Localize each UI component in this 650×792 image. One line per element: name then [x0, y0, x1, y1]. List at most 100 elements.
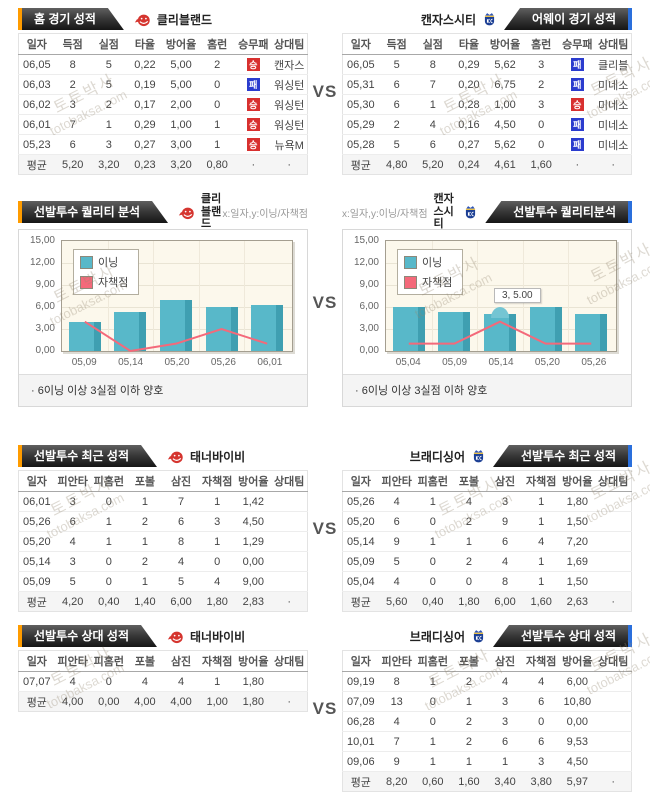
column-header: 일자	[342, 33, 379, 55]
team-name: 캔자스시티	[433, 193, 454, 231]
kansascity-logo-icon	[470, 628, 487, 645]
table-row: 05,29 2 4 0,16 4,50 0 패 미네소	[342, 114, 632, 135]
table-cell: 2	[199, 54, 236, 75]
table-cell	[595, 511, 632, 532]
table-cell: 평균	[18, 591, 55, 612]
column-header: 상대팀	[271, 33, 308, 55]
table-cell: 4	[523, 531, 560, 552]
table-cell: 1	[414, 671, 451, 692]
table-row: 06,05 8 5 0,22 5,00 2 승 캔자스	[18, 54, 308, 75]
legend-swatch	[404, 255, 417, 269]
team-name: 클리블랜드	[201, 193, 222, 231]
pitcher-name: 태너바이비	[190, 629, 246, 644]
column-header: 상대팀	[595, 650, 632, 672]
table-cell: 05,20	[342, 511, 379, 532]
table-cell: 1,42	[235, 491, 272, 512]
table-cell: 4	[523, 671, 560, 692]
table-row: 05,20 6 0 2 9 1 1,50	[342, 511, 632, 532]
column-header: 방어율	[235, 470, 272, 492]
recent-header-left: 선발투수 최근 성적 태너바이비	[18, 445, 308, 467]
table-cell: 05,14	[18, 551, 55, 572]
gridline	[568, 241, 570, 351]
table-cell: ·	[595, 591, 632, 612]
section-title-banner: 선발투수 상대 성적	[493, 625, 628, 647]
table-row: 05,26 4 1 4 3 1 1,80	[342, 491, 632, 512]
table-cell	[271, 571, 308, 592]
table-cell: 8	[378, 671, 415, 692]
table-cell: 9	[487, 511, 524, 532]
column-header: 일자	[342, 470, 379, 492]
vs-label: VS	[312, 518, 338, 538]
legend-swatch	[80, 275, 93, 289]
table-row: 06,05 5 8 0,29 5,62 3 패 클리블	[342, 54, 632, 75]
table-cell: 3	[523, 54, 560, 75]
table-cell: 승	[559, 94, 596, 115]
hover-marker	[491, 307, 509, 319]
table-cell	[271, 511, 308, 532]
table-cell: ·	[235, 154, 272, 175]
table-cell: 0,23	[126, 154, 163, 175]
table-cell: 0	[523, 711, 560, 732]
table-cell: 1	[126, 531, 163, 552]
table-cell: 워싱턴	[271, 114, 308, 135]
table-cell: 05,28	[342, 134, 379, 155]
average-row: 평균 4,80 5,20 0,24 4,61 1,60 · ·	[342, 154, 632, 175]
table-row: 05,14 9 1 1 6 4 7,20	[342, 531, 632, 552]
table-cell: 패	[559, 134, 596, 155]
table-cell: 승	[235, 134, 272, 155]
gridline	[386, 263, 616, 264]
table-cell: 0,28	[450, 94, 487, 115]
legend-item: 이닝	[404, 254, 452, 270]
orange-accent-bar	[18, 625, 22, 647]
table-cell: 6	[487, 531, 524, 552]
gridline	[431, 241, 433, 351]
table-cell: 09,19	[342, 671, 379, 692]
legend-item: 자책점	[404, 274, 452, 290]
table-cell: 1	[90, 114, 127, 135]
table-cell: 6	[523, 691, 560, 712]
table-cell: 4,00	[54, 691, 91, 712]
table-cell: ·	[271, 154, 308, 175]
table-cell: 6	[414, 134, 451, 155]
kansascity-logo-icon	[470, 448, 487, 465]
loss-badge: 패	[570, 78, 584, 91]
blue-accent-bar	[628, 445, 632, 467]
table-cell: 1	[126, 491, 163, 512]
table-cell: 1	[90, 511, 127, 532]
chart-tooltip: 3, 5.00	[494, 288, 541, 304]
table-cell: 2,00	[163, 94, 200, 115]
column-header: 포볼	[450, 650, 487, 672]
column-header: 자책점	[523, 470, 560, 492]
vs-label: VS	[312, 293, 338, 312]
table-cell: 0,40	[90, 591, 127, 612]
table-cell: 4,20	[54, 591, 91, 612]
table-cell: 6	[378, 94, 415, 115]
table-cell: 4	[163, 551, 200, 572]
table-cell: 0	[450, 571, 487, 592]
table-cell: 06,05	[18, 54, 55, 75]
recent-panel-left: 선발투수 최근 성적 태너바이비 일자 피안타 피홈런 포볼 삼진 자책점 방어율 상대팀 06…	[18, 445, 308, 612]
table-cell: 미네소	[595, 134, 632, 155]
section-title-banner: 홈 경기 성적	[22, 8, 124, 30]
table-cell: 1,50	[559, 571, 596, 592]
win-badge: 승	[570, 98, 584, 111]
column-header: 방어율	[235, 650, 272, 672]
versus-panel-right: 브래디싱어 선발투수 상대 성적 일자 피안타 피홈런 포볼 삼진 자책점 방어율 상대팀 09…	[342, 625, 632, 792]
chart-footnote: · 6이닝 이상 3실점 이하 양호	[19, 374, 307, 406]
table-cell: 3,80	[523, 771, 560, 792]
column-header: 타율	[450, 33, 487, 55]
table-cell: 0,17	[126, 94, 163, 115]
table-cell: 3	[90, 134, 127, 155]
cleveland-logo-icon	[134, 11, 151, 28]
table-cell: 클리블	[595, 54, 632, 75]
table-cell: 1	[414, 751, 451, 772]
home-record-panel: 홈 경기 성적 클리블랜드 일자 득점 실점 타율 방어율 홈런 승무패 상대팀 06,05 8 5…	[18, 8, 308, 175]
table-cell: 0,80	[199, 154, 236, 175]
plot-area: 이닝 자책점	[61, 240, 293, 353]
column-header: 승무패	[559, 33, 596, 55]
table-cell: 3	[199, 511, 236, 532]
win-badge: 승	[246, 118, 260, 131]
x-tick-label: 05,09	[442, 357, 468, 368]
header-row: 일자 피안타 피홈런 포볼 삼진 자책점 방어율 상대팀	[342, 470, 632, 492]
table-cell: 06,01	[18, 114, 55, 135]
